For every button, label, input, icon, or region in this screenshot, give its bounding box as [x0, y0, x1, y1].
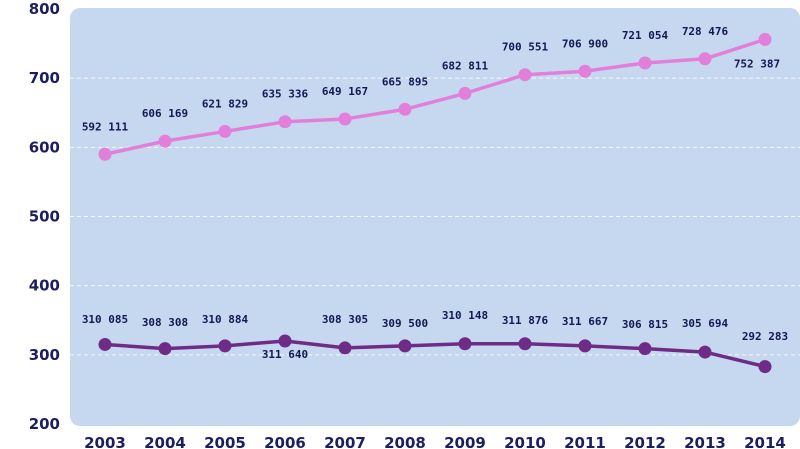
y-tick-label: 600 — [29, 138, 60, 156]
data-labels: 592 111 606 169 621 829 635 336 649 167 665 8… — [82, 25, 788, 361]
data-point — [578, 339, 592, 353]
series-line-1 — [104, 37, 766, 156]
data-point — [98, 337, 112, 351]
data-point — [398, 102, 412, 116]
y-tick-label: 400 — [29, 277, 60, 295]
data-label: 592 111 — [82, 120, 129, 133]
data-point — [338, 112, 352, 126]
x-tick-label: 2006 — [264, 434, 306, 449]
data-label: 706 900 — [562, 37, 608, 50]
x-tick-label: 2003 — [84, 434, 126, 449]
y-tick-label: 500 — [29, 208, 60, 226]
data-label: 311 876 — [502, 314, 549, 327]
y-axis-ticks: 200 300 400 500 600 700 800 — [29, 0, 60, 433]
y-tick-label: 700 — [29, 69, 60, 87]
x-tick-label: 2010 — [504, 434, 546, 449]
data-label: 292 283 — [742, 330, 788, 343]
x-tick-label: 2008 — [384, 434, 426, 449]
data-label: 649 167 — [322, 85, 368, 98]
data-label: 305 694 — [682, 317, 729, 330]
data-label: 310 085 — [82, 313, 128, 326]
x-tick-label: 2007 — [324, 434, 366, 449]
data-label: 311 667 — [562, 315, 608, 328]
data-point — [638, 56, 652, 70]
data-point — [638, 342, 652, 356]
x-tick-label: 2014 — [744, 434, 786, 449]
data-point — [218, 339, 232, 353]
data-point — [518, 68, 532, 82]
data-label: 721 054 — [622, 29, 669, 42]
x-tick-label: 2004 — [144, 434, 186, 449]
data-point — [278, 334, 292, 348]
x-tick-label: 2005 — [204, 434, 246, 449]
data-point — [158, 134, 172, 148]
data-label: 310 884 — [202, 313, 249, 326]
data-label: 682 811 — [442, 59, 489, 72]
gridlines — [70, 77, 800, 356]
data-label: 635 336 — [262, 88, 309, 101]
x-axis-ticks: 2003 2004 2005 2006 2007 2008 2009 2010 2011 2012… — [84, 434, 786, 449]
data-label: 310 148 — [442, 309, 488, 322]
data-point — [218, 124, 232, 138]
data-label: 606 169 — [142, 107, 188, 120]
y-tick-label: 300 — [29, 346, 60, 364]
data-point — [698, 52, 712, 66]
data-point — [458, 86, 472, 100]
data-point — [158, 342, 172, 356]
data-point — [758, 360, 772, 374]
data-label: 311 640 — [262, 348, 308, 361]
data-label: 700 551 — [502, 41, 549, 54]
data-label: 308 308 — [142, 316, 188, 329]
x-tick-label: 2009 — [444, 434, 486, 449]
data-point — [278, 115, 292, 129]
x-tick-label: 2012 — [624, 434, 666, 449]
data-label: 309 500 — [382, 317, 428, 330]
y-tick-label: 200 — [29, 415, 60, 433]
y-tick-label: 800 — [29, 0, 60, 18]
data-point — [398, 339, 412, 353]
data-label: 728 476 — [682, 25, 729, 38]
data-label: 752 387 — [734, 57, 780, 70]
data-point — [338, 341, 352, 355]
data-label: 621 829 — [202, 97, 248, 110]
data-label: 665 895 — [382, 75, 428, 88]
x-tick-label: 2013 — [684, 434, 726, 449]
series-group — [98, 32, 772, 374]
series-line-2 — [104, 339, 766, 369]
x-tick-label: 2011 — [564, 434, 606, 449]
data-point — [518, 337, 532, 351]
data-point — [98, 147, 112, 161]
data-point — [698, 345, 712, 359]
data-label: 308 305 — [322, 313, 368, 326]
data-point — [758, 32, 772, 46]
data-label: 306 815 — [622, 318, 668, 331]
data-point — [578, 64, 592, 78]
data-point — [458, 337, 472, 351]
